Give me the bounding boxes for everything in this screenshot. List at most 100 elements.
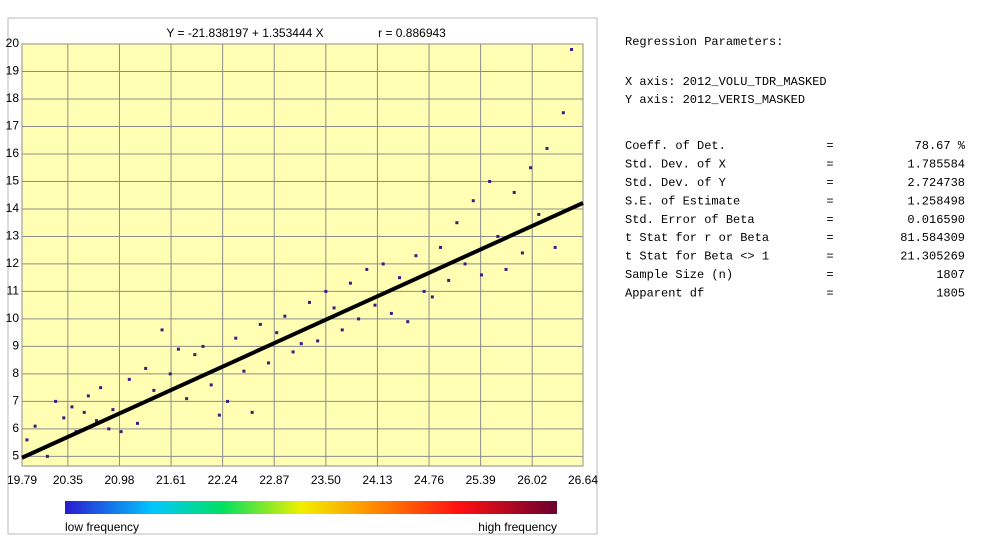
point [471, 199, 475, 203]
point [275, 331, 279, 335]
point [54, 399, 58, 403]
point [82, 410, 86, 414]
param-label: S.E. of Estimate [625, 194, 740, 208]
x-tick-label: 26.64 [568, 473, 598, 487]
equals: = [826, 139, 833, 153]
point [381, 262, 385, 266]
point [283, 314, 287, 318]
equals: = [826, 268, 833, 282]
param-label: Sample Size (n) [625, 268, 733, 282]
param-label: Std. Dev. of X [625, 158, 726, 172]
legend-low: low frequency [65, 520, 139, 534]
regression-line [21, 201, 584, 460]
x-tick-label: 19.79 [7, 473, 37, 487]
point [324, 289, 328, 293]
param-value: 1.785584 [907, 158, 965, 172]
equals: = [826, 286, 833, 300]
point [86, 394, 90, 398]
x-tick-label: 21.61 [156, 473, 186, 487]
param-value: 78.67 % [915, 139, 966, 153]
point [95, 419, 99, 423]
x-tick-label: 23.50 [311, 473, 341, 487]
y-tick-label: 16 [6, 146, 20, 160]
point [488, 179, 492, 183]
point [307, 300, 311, 304]
point [537, 212, 541, 216]
point [226, 399, 230, 403]
y-tick-label: 8 [12, 366, 19, 380]
point [512, 190, 516, 194]
y-tick-label: 14 [6, 201, 20, 215]
point [250, 410, 254, 414]
y-tick-label: 10 [6, 311, 20, 325]
point [144, 366, 148, 370]
point [258, 322, 262, 326]
x-tick-label: 22.24 [208, 473, 238, 487]
y-tick-label: 17 [6, 119, 20, 133]
color-bar [65, 501, 557, 514]
legend-high: high frequency [478, 520, 557, 534]
y-tick-label: 19 [6, 64, 20, 78]
param-value: 0.016590 [907, 213, 965, 227]
panel-title: Regression Parameters: [625, 35, 783, 49]
point [340, 328, 344, 332]
y-tick-label: 15 [6, 174, 20, 188]
point [316, 339, 320, 343]
point [438, 245, 442, 249]
param-value: 1.258498 [907, 194, 965, 208]
equals: = [826, 250, 833, 264]
param-label: Std. Dev. of Y [625, 176, 726, 190]
x-tick-label: 20.98 [104, 473, 134, 487]
param-label: Std. Error of Beta [625, 213, 755, 227]
point [127, 377, 131, 381]
point [152, 388, 156, 392]
point [193, 353, 197, 357]
point [389, 311, 393, 315]
point [447, 278, 451, 282]
y-tick-label: 12 [6, 256, 20, 270]
equation: Y = -21.838197 + 1.353444 X [166, 26, 323, 40]
y-tick-label: 5 [12, 449, 19, 463]
point [201, 344, 205, 348]
point [479, 273, 483, 277]
y-tick-label: 13 [6, 229, 20, 243]
point [25, 438, 29, 442]
param-label: Apparent df [625, 286, 704, 300]
y-tick-label: 7 [12, 394, 19, 408]
y-tick-label: 20 [6, 36, 20, 50]
point [45, 454, 49, 458]
point [414, 254, 418, 258]
x-tick-label: 22.87 [259, 473, 289, 487]
param-value: 2.724738 [907, 176, 965, 190]
point [70, 405, 74, 409]
axis-name: Y axis: 2012_VERIS_MASKED [625, 93, 805, 107]
point [406, 320, 410, 324]
equals: = [826, 194, 833, 208]
point [545, 146, 549, 150]
point [529, 166, 533, 170]
point [168, 372, 172, 376]
param-value: 1805 [936, 286, 965, 300]
correlation: r = 0.886943 [378, 26, 446, 40]
x-tick-label: 26.02 [517, 473, 547, 487]
point [430, 295, 434, 299]
param-value: 1807 [936, 268, 965, 282]
point [135, 421, 139, 425]
point [160, 328, 164, 332]
point [398, 276, 402, 280]
param-label: Coeff. of Det. [625, 139, 726, 153]
point [291, 350, 295, 354]
param-label: t Stat for r or Beta [625, 231, 769, 245]
point [217, 413, 221, 417]
equals: = [826, 158, 833, 172]
point [234, 336, 238, 340]
point [242, 369, 246, 373]
equals: = [826, 231, 833, 245]
x-tick-label: 20.35 [53, 473, 83, 487]
point [373, 303, 377, 307]
point [570, 47, 574, 51]
point [561, 111, 565, 115]
x-tick-label: 24.76 [414, 473, 444, 487]
point [348, 281, 352, 285]
